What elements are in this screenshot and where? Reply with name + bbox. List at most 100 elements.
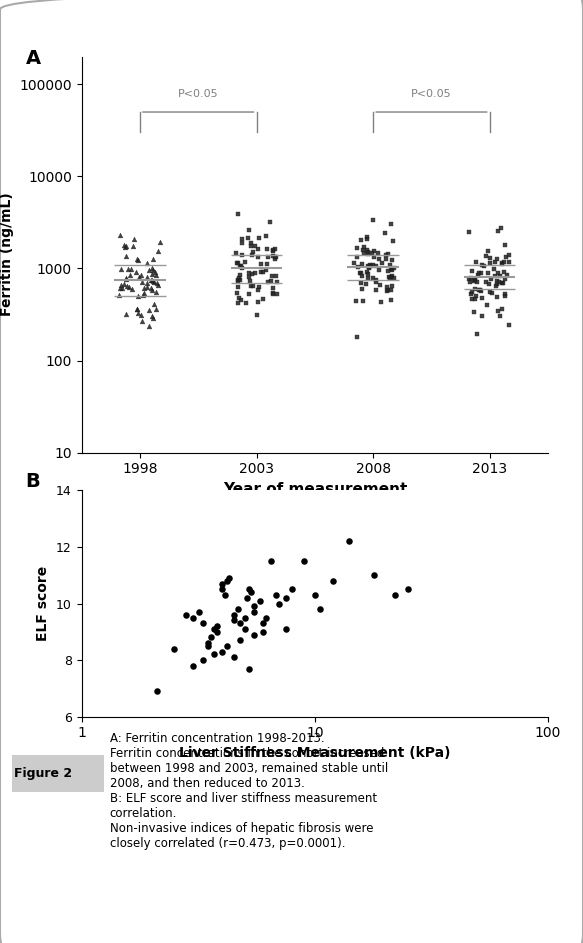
Point — [198, 653, 207, 668]
Point — [217, 644, 227, 659]
X-axis label: Liver Stiffness Measurement (kPa): Liver Stiffness Measurement (kPa) — [179, 746, 451, 760]
Point — [236, 616, 245, 631]
Point — [344, 534, 353, 549]
Point — [246, 585, 255, 600]
Point — [262, 256, 272, 272]
Point — [385, 257, 394, 273]
Point — [254, 282, 263, 297]
Point — [124, 261, 133, 276]
Point — [362, 231, 371, 246]
Text: A: Ferritin concentration 1998-2013.
Ferritin concentrations in the cohort incre: A: Ferritin concentration 1998-2013. Fer… — [110, 733, 388, 851]
Point — [494, 266, 503, 281]
Point — [121, 271, 131, 286]
Point — [188, 610, 198, 625]
Point — [255, 593, 264, 608]
Point — [482, 274, 491, 290]
Point — [117, 262, 126, 277]
Point — [181, 607, 191, 622]
Point — [233, 295, 243, 310]
Point — [231, 246, 240, 261]
Point — [350, 256, 359, 271]
Point — [502, 267, 511, 282]
Point — [486, 251, 495, 266]
Point — [150, 265, 160, 280]
Point — [357, 276, 366, 291]
Point — [501, 287, 510, 302]
Text: P<0.05: P<0.05 — [411, 89, 452, 99]
Point — [245, 266, 254, 281]
Point — [195, 604, 204, 620]
Point — [499, 255, 508, 270]
Point — [233, 273, 243, 289]
Point — [485, 256, 494, 271]
Point — [209, 621, 219, 637]
Point — [490, 269, 500, 284]
Point — [272, 286, 282, 301]
Point — [258, 291, 267, 306]
Point — [244, 223, 253, 238]
Point — [495, 268, 504, 283]
Point — [371, 273, 381, 288]
Point — [204, 636, 213, 651]
Point — [116, 280, 125, 295]
Point — [224, 571, 234, 586]
Point — [115, 288, 124, 303]
Point — [254, 294, 263, 309]
Point — [470, 291, 479, 306]
Point — [486, 272, 495, 287]
Point — [238, 261, 247, 276]
Point — [155, 234, 164, 249]
Point — [147, 267, 157, 282]
Point — [245, 287, 254, 302]
Point — [467, 291, 476, 306]
Point — [476, 266, 486, 281]
Point — [357, 269, 367, 284]
Point — [229, 650, 238, 665]
Point — [274, 596, 283, 611]
Point — [253, 250, 262, 265]
Point — [485, 285, 494, 300]
Point — [233, 285, 242, 300]
Y-axis label: Ferritin (ng/mL): Ferritin (ng/mL) — [0, 192, 14, 317]
Point — [136, 307, 146, 323]
Y-axis label: ELF score: ELF score — [37, 566, 51, 641]
Point — [363, 258, 372, 273]
Point — [145, 262, 154, 277]
Point — [483, 265, 492, 280]
Point — [353, 240, 362, 255]
Point — [363, 247, 373, 262]
Point — [287, 582, 297, 597]
Point — [497, 256, 507, 271]
Point — [389, 234, 398, 249]
X-axis label: Year of measurement: Year of measurement — [223, 482, 407, 497]
Point — [147, 260, 156, 275]
Point — [121, 240, 130, 255]
Point — [154, 243, 163, 258]
Point — [140, 286, 149, 301]
Point — [143, 276, 152, 291]
Point — [492, 276, 501, 291]
Point — [362, 242, 371, 257]
Point — [152, 275, 161, 290]
Point — [148, 310, 157, 325]
Point — [146, 281, 156, 296]
Point — [388, 253, 397, 268]
Point — [258, 624, 268, 639]
Point — [127, 282, 136, 297]
Point — [368, 212, 377, 227]
Point — [281, 621, 290, 637]
Point — [268, 269, 277, 284]
Point — [170, 641, 179, 656]
Point — [353, 259, 363, 274]
Point — [269, 285, 278, 300]
Point — [258, 265, 268, 280]
Text: Figure 2: Figure 2 — [15, 768, 72, 780]
Point — [470, 271, 480, 286]
Point — [145, 303, 154, 318]
Point — [356, 233, 366, 248]
Point — [389, 271, 398, 286]
Point — [271, 252, 280, 267]
Point — [482, 297, 491, 312]
Point — [386, 283, 395, 298]
Point — [246, 235, 255, 250]
